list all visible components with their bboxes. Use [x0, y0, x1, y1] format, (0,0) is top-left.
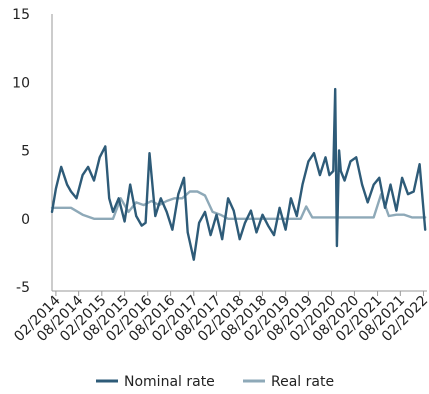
axes: -505101502/201408/201402/201508/201502/2… [11, 7, 429, 345]
legend-label: Nominal rate [124, 374, 215, 390]
legend-label: Real rate [271, 374, 334, 390]
y-tick-label: -5 [16, 280, 30, 296]
y-tick-label: 15 [12, 7, 30, 23]
y-tick-label: 5 [21, 144, 30, 160]
series-lines [50, 87, 427, 261]
series-line-nominal-rate [50, 87, 427, 261]
y-tick-label: 0 [21, 212, 30, 228]
legend: Nominal rate Real rate [96, 374, 334, 390]
y-tick-label: 10 [12, 75, 30, 91]
